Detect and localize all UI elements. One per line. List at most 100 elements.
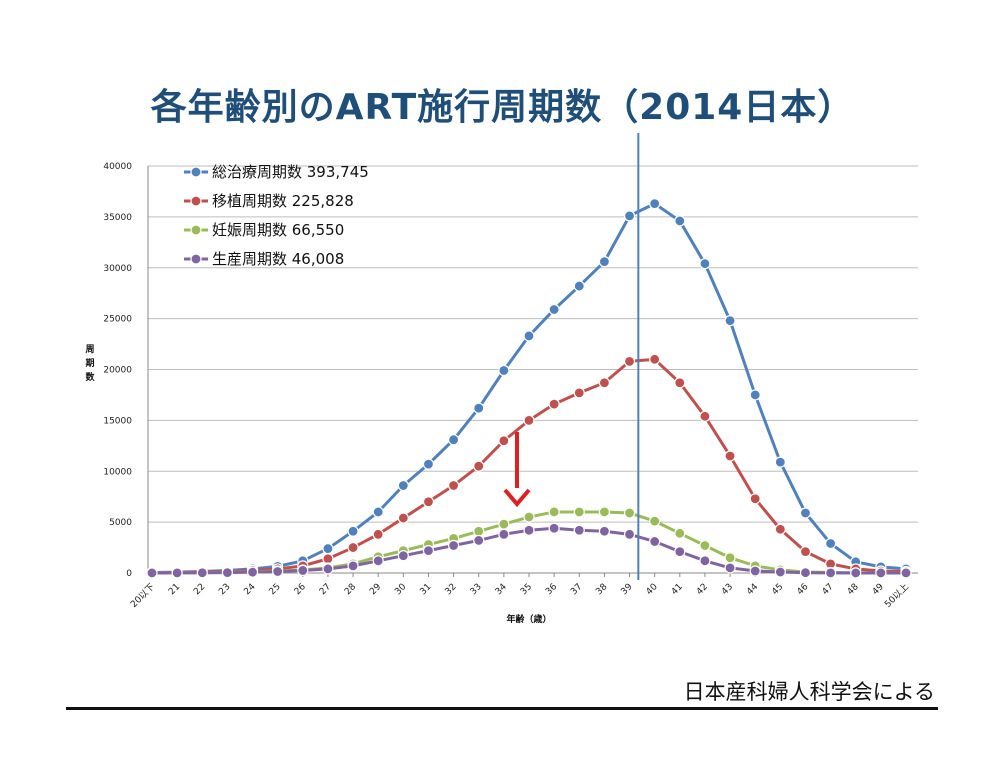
data-point: [498, 435, 510, 447]
data-point: [372, 555, 384, 567]
data-point: [548, 522, 560, 534]
y-tick-label: 25000: [103, 315, 132, 325]
data-point: [598, 525, 611, 537]
data-point: [699, 555, 711, 567]
arrow-head: [503, 488, 531, 508]
data-point: [548, 398, 560, 410]
x-tick-label: 20以下: [129, 582, 157, 610]
x-tick-label: 30: [393, 582, 408, 597]
legend: 総治療周期数 393,745 移植周期数 225,828 妊娠周期数 66,550 生…: [184, 163, 369, 268]
data-point: [322, 553, 334, 565]
legend-item: 総治療周期数 393,745: [184, 163, 369, 181]
data-point: [372, 528, 384, 540]
chart-title: 各年齢別のART施行周期数（2014日本）: [150, 87, 855, 128]
x-tick-label: 50以上: [883, 581, 912, 610]
data-point: [623, 507, 636, 519]
x-tick-label: 37: [569, 582, 584, 597]
x-tick-label: 22: [192, 582, 207, 597]
data-point: [774, 566, 786, 578]
data-point: [674, 546, 686, 558]
data-point: [824, 537, 837, 550]
data-point: [397, 479, 409, 492]
data-point: [448, 434, 460, 446]
data-point: [699, 258, 711, 270]
data-point: [448, 479, 460, 492]
data-point: [699, 410, 711, 422]
data-point: [649, 535, 661, 548]
y-tick-label: 0: [126, 569, 132, 579]
x-tick-label: 40: [645, 582, 660, 597]
x-tick-label: 21: [167, 582, 182, 597]
data-point: [573, 506, 585, 518]
data-point: [573, 280, 585, 292]
data-point: [171, 567, 183, 579]
data-point: [523, 414, 535, 426]
data-point: [724, 552, 736, 564]
data-point: [799, 507, 812, 519]
data-point: [498, 518, 510, 530]
data-point: [749, 565, 761, 577]
legend-swatch-marker: [190, 166, 202, 178]
data-point: [347, 525, 359, 537]
data-point: [322, 563, 334, 575]
x-tick-label: 46: [795, 582, 810, 597]
arrow-annotation: [503, 432, 531, 508]
data-point: [397, 512, 409, 524]
data-point: [473, 534, 485, 547]
y-axis-label: 周期数: [85, 344, 95, 383]
x-tick-label: 31: [418, 582, 433, 597]
data-point: [623, 210, 636, 222]
x-tick-label: 36: [544, 582, 559, 597]
data-point: [473, 402, 485, 414]
data-point: [523, 511, 535, 523]
legend-swatch-marker: [190, 224, 202, 236]
data-point: [623, 528, 636, 540]
data-point: [749, 389, 761, 401]
y-tick-label: 5000: [109, 518, 132, 528]
x-tick-label: 49: [871, 582, 886, 597]
data-point: [548, 506, 560, 518]
data-point: [422, 458, 435, 470]
data-point: [448, 539, 460, 552]
y-tick-label: 15000: [103, 416, 132, 426]
x-tick-label: 44: [745, 582, 760, 597]
data-point: [322, 542, 334, 555]
data-point: [774, 523, 786, 535]
x-tick-label: 48: [846, 582, 861, 597]
data-point: [221, 566, 233, 579]
data-point: [473, 460, 485, 472]
y-tick-label: 30000: [103, 264, 132, 274]
data-point: [523, 330, 535, 342]
data-point: [598, 256, 611, 268]
y-tick-label: 20000: [103, 366, 132, 376]
legend-label: 総治療周期数 393,745: [212, 163, 369, 181]
line-chart: 0 5000 10000 15000 20000 25000 30000 35000 40000…: [85, 133, 918, 625]
legend-item: 移植周期数 225,828: [184, 192, 354, 210]
data-point: [347, 560, 359, 572]
data-point: [272, 565, 284, 578]
y-axis-label-char: 周: [85, 344, 94, 355]
data-point: [850, 567, 862, 579]
x-tick-label: 23: [217, 582, 232, 597]
data-point: [799, 567, 812, 579]
data-point: [649, 353, 661, 365]
y-tick-label: 10000: [103, 467, 132, 477]
data-point: [548, 303, 560, 316]
x-tick-label: 25: [268, 582, 283, 597]
x-tick-label: 45: [770, 582, 785, 597]
series-lines: [146, 198, 912, 579]
series-2: [146, 353, 912, 579]
x-tick-label: 29: [368, 582, 383, 597]
data-point: [674, 215, 686, 227]
data-point: [724, 315, 736, 327]
data-point: [397, 550, 409, 562]
data-point: [749, 493, 761, 505]
legend-swatch-marker: [190, 253, 202, 265]
data-point: [724, 450, 736, 462]
legend-item: 妊娠周期数 66,550: [184, 221, 344, 239]
data-point: [422, 545, 435, 557]
data-point: [799, 546, 812, 558]
bottom-rule: [66, 707, 938, 710]
data-point: [498, 364, 510, 377]
data-point: [774, 456, 786, 468]
